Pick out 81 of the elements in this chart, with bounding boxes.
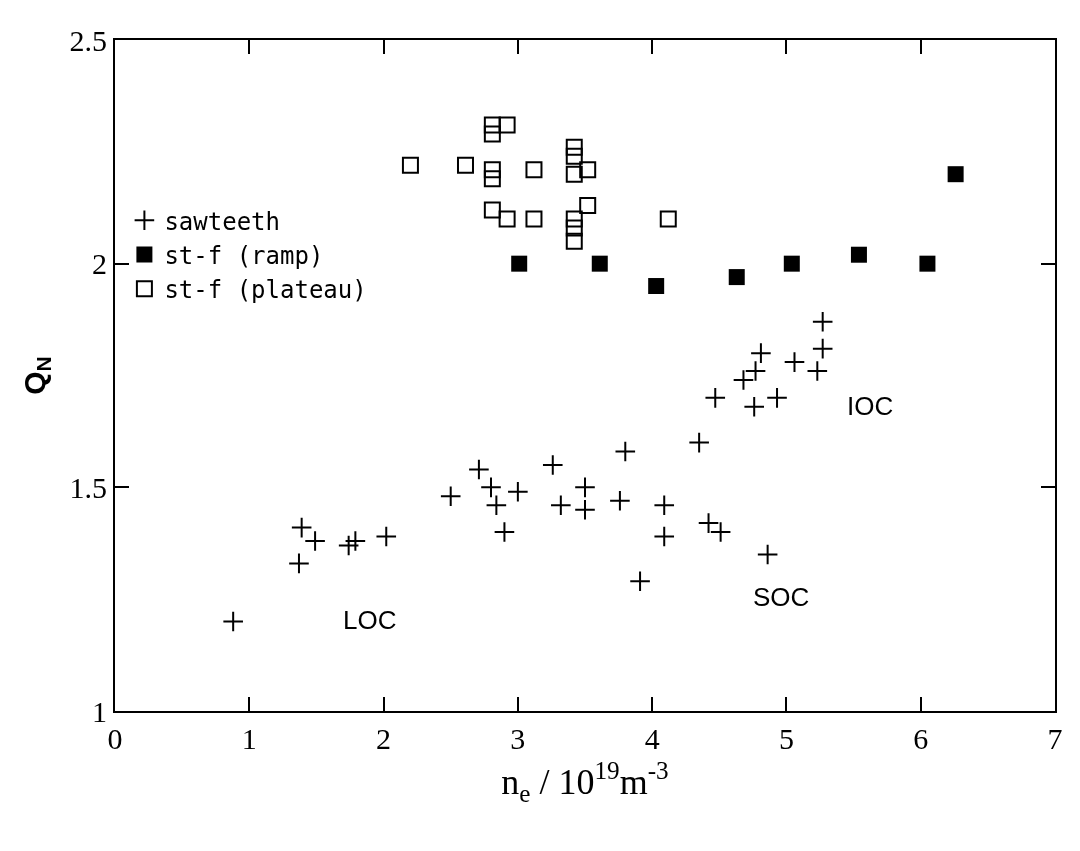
point [439, 485, 462, 508]
point [744, 360, 767, 382]
x-tick-label: 3 [510, 722, 526, 755]
point [579, 161, 597, 179]
annotation: SOC [753, 582, 810, 612]
annotation: LOC [343, 605, 397, 635]
y-tick-label: 1 [92, 694, 107, 728]
point [732, 369, 755, 391]
point [806, 360, 829, 382]
point [811, 311, 834, 333]
point [614, 440, 637, 463]
point [750, 342, 772, 364]
y-tick-label: 2 [92, 247, 107, 281]
point [541, 454, 564, 476]
point [947, 166, 964, 183]
y-tick-label: 2.5 [69, 23, 107, 57]
legend-label: st-f (ramp) [164, 241, 324, 270]
point [811, 337, 834, 360]
point [850, 246, 867, 263]
point [493, 521, 516, 543]
point [574, 476, 596, 499]
point [344, 530, 367, 552]
point [483, 125, 501, 143]
point [653, 525, 676, 548]
point [565, 219, 583, 237]
point [288, 552, 310, 575]
point [648, 278, 665, 295]
x-tick-label: 6 [913, 722, 929, 755]
point [704, 387, 727, 409]
point [766, 387, 788, 409]
point [783, 351, 806, 373]
point [565, 138, 583, 156]
point [574, 498, 596, 521]
point [525, 210, 543, 228]
point [565, 210, 583, 228]
point [468, 458, 490, 481]
point [659, 210, 677, 228]
point [401, 156, 419, 174]
point [565, 147, 583, 165]
point [498, 210, 516, 228]
point [483, 170, 501, 188]
legend-label: st-f (plateau) [164, 276, 367, 305]
point [337, 534, 360, 557]
point [485, 494, 508, 517]
x-axis-title: n$_{e}$ / 10$^{19}$m$^{-3}$ [501, 757, 669, 807]
x-tick-label: 4 [644, 722, 660, 755]
point [728, 269, 745, 286]
y-tick-label: 1.5 [69, 470, 107, 504]
point [609, 489, 631, 512]
point [743, 396, 765, 418]
point [507, 481, 529, 503]
x-tick-label: 5 [778, 722, 794, 755]
point [579, 197, 597, 215]
point [591, 255, 608, 272]
point [783, 255, 800, 272]
point [456, 156, 474, 174]
point [290, 516, 313, 539]
point [483, 201, 501, 219]
x-tick-label: 0 [107, 722, 123, 755]
point [525, 161, 543, 179]
point [565, 165, 583, 183]
point [653, 494, 676, 517]
point [304, 530, 326, 552]
point [375, 525, 398, 548]
point [629, 570, 651, 593]
point [483, 161, 501, 179]
x-tick-label: 7 [1047, 722, 1063, 755]
point [565, 232, 583, 250]
annotation: IOC [847, 391, 894, 421]
point [480, 476, 502, 499]
x-tick-label: 2 [376, 722, 392, 755]
legend-label: sawteeth [164, 207, 280, 236]
x-tick-label: 1 [241, 722, 257, 755]
point [511, 255, 528, 272]
point [756, 543, 779, 566]
point [919, 255, 936, 272]
point [688, 431, 710, 454]
point [222, 610, 244, 633]
point [550, 494, 572, 517]
point [498, 116, 516, 134]
point [483, 116, 501, 134]
